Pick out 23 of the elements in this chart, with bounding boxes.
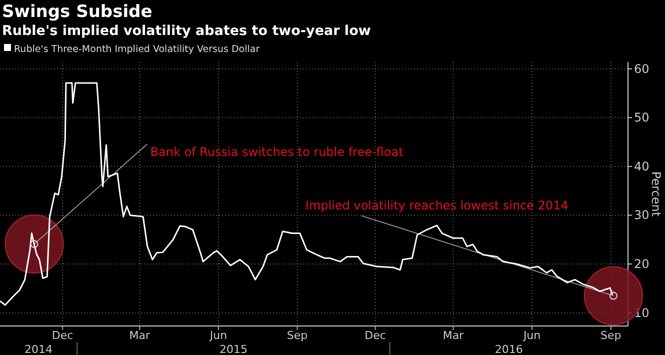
x-tick-label: Mar [129,329,150,342]
annotation: Implied volatility reaches lowest since 2014 [305,198,568,213]
text: 2015 [219,343,248,355]
x-tick-label: Dec [364,329,386,342]
text: 2016 [494,343,523,355]
y-tick-label: 10 [634,306,650,320]
x-tick-label: Dec [52,329,74,342]
x-tick-label: Jun [522,329,541,342]
chart-subtitle: Ruble's implied volatility abates to two-year low [2,23,371,39]
y-tick-label: 40 [634,159,650,174]
y-tick-label: 50 [634,110,650,125]
y-axis-title: Percent [649,171,663,217]
x-tick-label: Mar [442,329,464,342]
chart-title: Swings Subside [2,2,152,22]
annotation: Bank of Russia switches to ruble free-float [150,145,404,160]
x-tick-label: Sep [286,329,308,342]
x-tick-label: Sep [600,329,622,342]
y-tick-label: 20 [634,257,650,272]
x-tick-label: Jun [208,329,228,342]
y-tick-label: 60 [634,62,650,76]
y-tick-label: 30 [634,208,650,222]
text: 2014 [24,343,53,355]
legend-label: Ruble's Three-Month Implied Volatility Versus Dollar [14,44,260,55]
